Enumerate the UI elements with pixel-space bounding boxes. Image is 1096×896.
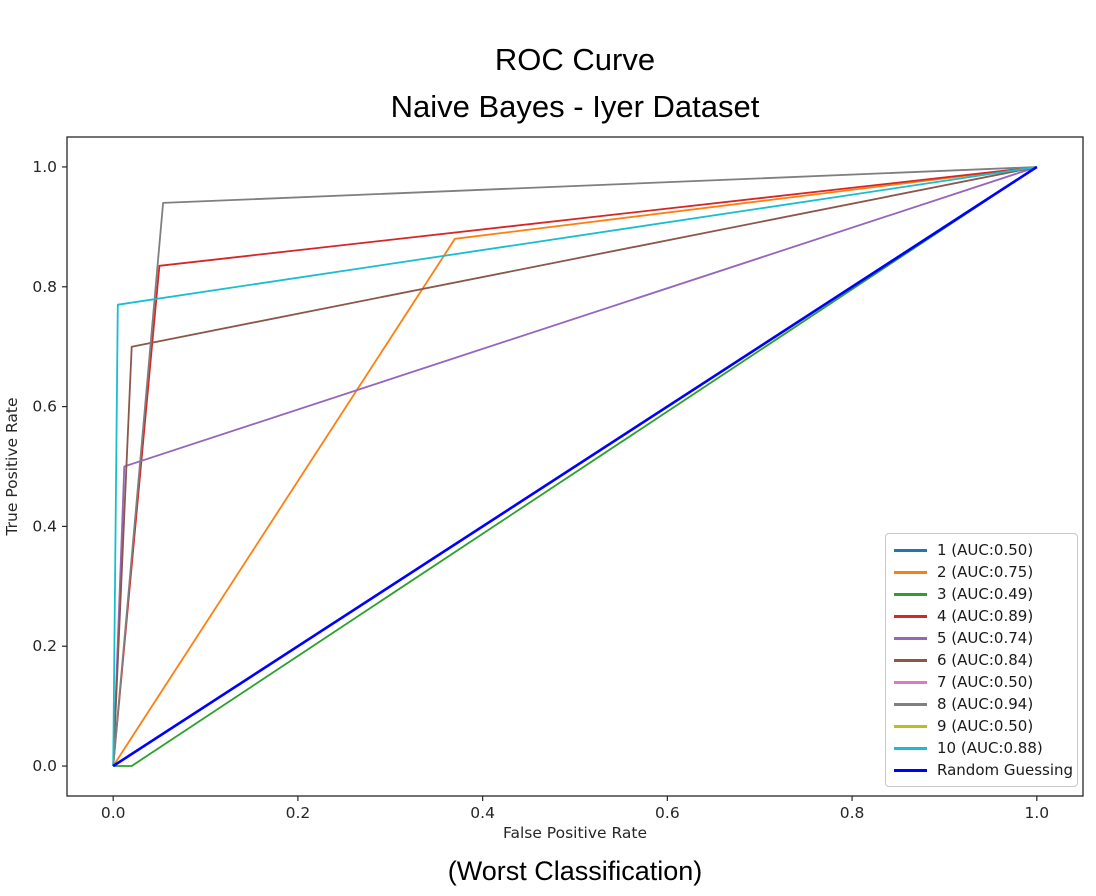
legend-label: 10 (AUC:0.88) [937,739,1043,757]
legend-line-swatch [894,724,927,728]
series-line-11 [112,165,1038,768]
y-tick-label: 0.8 [32,278,57,296]
legend-line-swatch [894,746,927,750]
legend-line-swatch [894,592,927,596]
series-line-10 [112,166,1037,767]
legend-item-4: 4 (AUC:0.89) [894,605,1077,627]
y-tick-label: 0.6 [32,398,57,416]
legend-line-swatch [894,636,927,640]
legend-line-swatch [894,680,927,684]
legend-item-5: 5 (AUC:0.74) [894,627,1077,649]
figure-caption: (Worst Classification) [447,856,703,886]
series-line-6 [112,166,1037,767]
y-tick-label: 0.0 [32,757,57,775]
legend-line-swatch [894,570,927,574]
legend-line-swatch [894,548,927,552]
chart-title: ROC Curve [494,42,656,77]
legend-item-10: 10 (AUC:0.88) [894,737,1077,759]
legend-label: 3 (AUC:0.49) [937,585,1034,603]
y-tick-label: 0.4 [32,517,57,535]
legend-line-swatch [894,702,927,706]
legend-label: 9 (AUC:0.50) [937,717,1034,735]
legend-item-7: 7 (AUC:0.50) [894,671,1077,693]
legend-line-swatch [894,614,927,618]
legend-label: 7 (AUC:0.50) [937,673,1034,691]
x-tick-label: 1.0 [1024,804,1049,822]
series-line-8 [112,166,1037,767]
legend-line-swatch [894,658,927,662]
legend-label: 8 (AUC:0.94) [937,695,1034,713]
x-tick-label: 0.2 [286,804,311,822]
legend-item-1: 1 (AUC:0.50) [894,539,1077,561]
x-axis-label: False Positive Rate [503,824,647,842]
axes-frame [66,136,1084,797]
legend-item-8: 8 (AUC:0.94) [894,693,1077,715]
y-tick-label: 1.0 [32,158,57,176]
legend-item-9: 9 (AUC:0.50) [894,715,1077,737]
y-axis-label: True Positive Rate [3,397,21,536]
legend-label: 4 (AUC:0.89) [937,607,1034,625]
legend-label: 2 (AUC:0.75) [937,563,1034,581]
y-tick-label: 0.2 [32,637,57,655]
chart-subtitle: Naive Bayes - Iyer Dataset [390,89,760,124]
legend-label: 5 (AUC:0.74) [937,629,1034,647]
legend-label: Random Guessing [937,761,1074,779]
x-tick-label: 0.4 [470,804,495,822]
legend-line-swatch [894,768,927,772]
legend-label: 6 (AUC:0.84) [937,651,1034,669]
legend: 1 (AUC:0.50) 2 (AUC:0.75) 3 (AUC:0.49) 4 (A… [885,533,1078,787]
legend-item-2: 2 (AUC:0.75) [894,561,1077,583]
legend-item-3: 3 (AUC:0.49) [894,583,1077,605]
series-line-3 [113,166,1038,767]
x-tick-label: 0.6 [655,804,680,822]
legend-item-6: 6 (AUC:0.84) [894,649,1077,671]
x-tick-label: 0.8 [840,804,865,822]
chart-title-block: ROC Curve Naive Bayes - Iyer Dataset [67,36,1083,130]
legend-item-11: Random Guessing [894,759,1077,781]
series-line-2 [112,166,1037,767]
x-tick-label: 0.0 [101,804,126,822]
legend-label: 1 (AUC:0.50) [937,541,1034,559]
